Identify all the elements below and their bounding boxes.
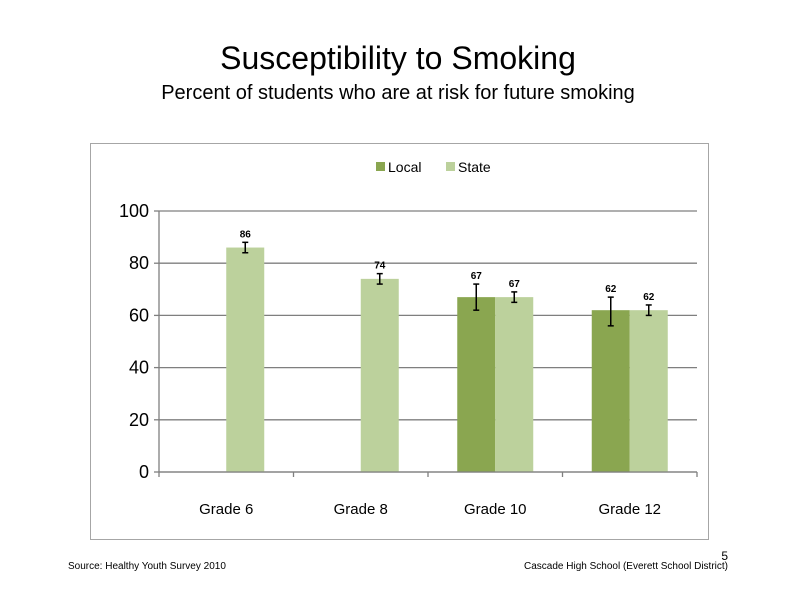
data-label: 67 bbox=[509, 279, 521, 290]
legend-swatch-state bbox=[446, 162, 455, 171]
y-tick-label: 40 bbox=[129, 358, 149, 378]
x-tick-label: Grade 10 bbox=[464, 501, 527, 518]
bar-state bbox=[495, 297, 534, 472]
legend-label-state: State bbox=[458, 159, 491, 175]
data-label: 62 bbox=[643, 292, 655, 303]
bar-local bbox=[591, 310, 630, 472]
bar-local bbox=[457, 297, 496, 472]
data-label: 67 bbox=[471, 271, 483, 282]
slide-subtitle: Percent of students who are at risk for … bbox=[161, 82, 635, 104]
x-tick-label: Grade 6 bbox=[199, 501, 253, 518]
data-label: 86 bbox=[240, 229, 252, 240]
bar-state bbox=[360, 278, 399, 472]
y-tick-label: 0 bbox=[139, 462, 149, 482]
bar-state bbox=[629, 310, 668, 472]
page-number: 5 bbox=[721, 549, 728, 563]
legend-label-local: Local bbox=[388, 159, 421, 175]
y-tick-label: 20 bbox=[129, 410, 149, 430]
x-tick-label: Grade 8 bbox=[334, 501, 388, 518]
x-tick-label: Grade 12 bbox=[598, 501, 661, 518]
school-name: Cascade High School (Everett School Dist… bbox=[524, 561, 728, 572]
data-label: 74 bbox=[374, 261, 386, 272]
data-label: 62 bbox=[605, 284, 617, 295]
legend-swatch-local bbox=[376, 162, 385, 171]
y-tick-label: 100 bbox=[119, 201, 149, 221]
chart-frame: 0 20 40 60 80 100 Grade 6 Grade 8 Grade 10 Grade … bbox=[90, 143, 709, 540]
bar-chart: 0 20 40 60 80 100 Grade 6 Grade 8 Grade 10 Grade … bbox=[119, 159, 698, 518]
y-tick-label: 60 bbox=[129, 305, 149, 325]
source-note: Source: Healthy Youth Survey 2010 bbox=[68, 561, 226, 572]
y-tick-label: 80 bbox=[129, 253, 149, 273]
slide-title: Susceptibility to Smoking bbox=[220, 40, 576, 76]
bar-state bbox=[226, 247, 265, 472]
